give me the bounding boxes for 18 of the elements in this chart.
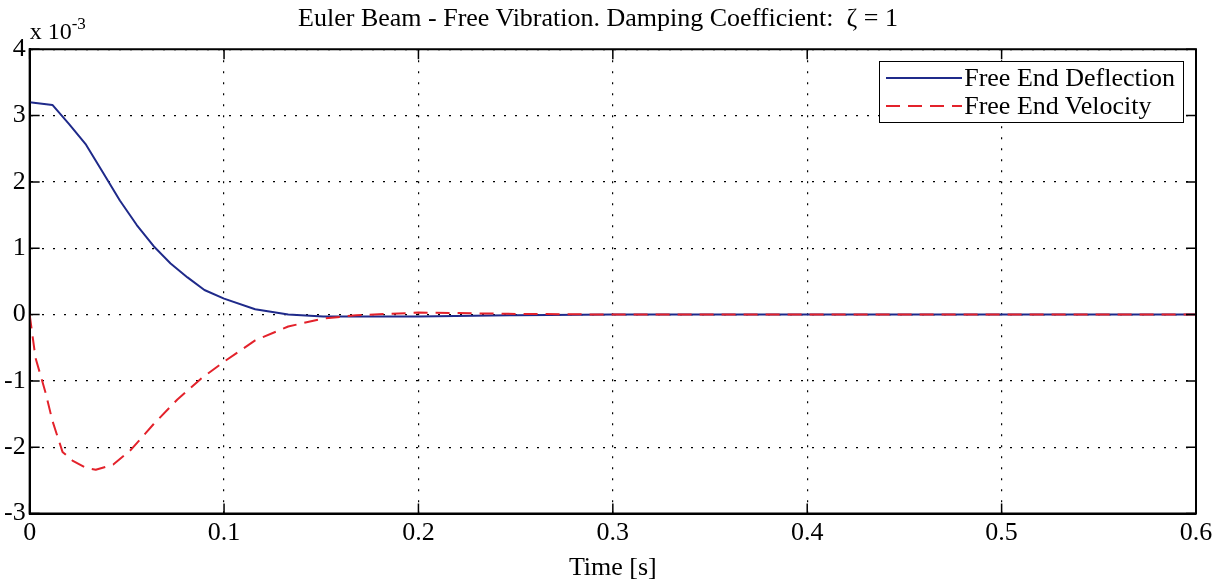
chart-title: Euler Beam - Free Vibration. Damping Coefficient: ζ = 1 [298,3,898,33]
y-tick-label: -1 [3,364,26,394]
y-tick-label: -2 [3,431,26,461]
y-tick-label: 4 [12,33,26,63]
y-tick-label: 1 [12,232,26,262]
x-tick-label: 0.1 [207,517,241,547]
y-tick-label: 3 [12,99,26,129]
legend-label: Free End Velocity [964,91,1152,121]
x-tick-label: 0.4 [790,517,824,547]
y-tick-label: -3 [3,497,26,527]
x-tick-label: 0.6 [1179,517,1213,547]
legend-label: Free End Deflection [964,63,1175,93]
x-tick-label: 0.3 [596,517,630,547]
y-tick-label: 2 [12,165,26,195]
x-axis-title: Time [s] [568,552,657,582]
x-tick-label: 0.2 [402,517,435,547]
y-tick-label: 0 [12,298,26,328]
x-tick-label: 0.5 [985,517,1018,547]
